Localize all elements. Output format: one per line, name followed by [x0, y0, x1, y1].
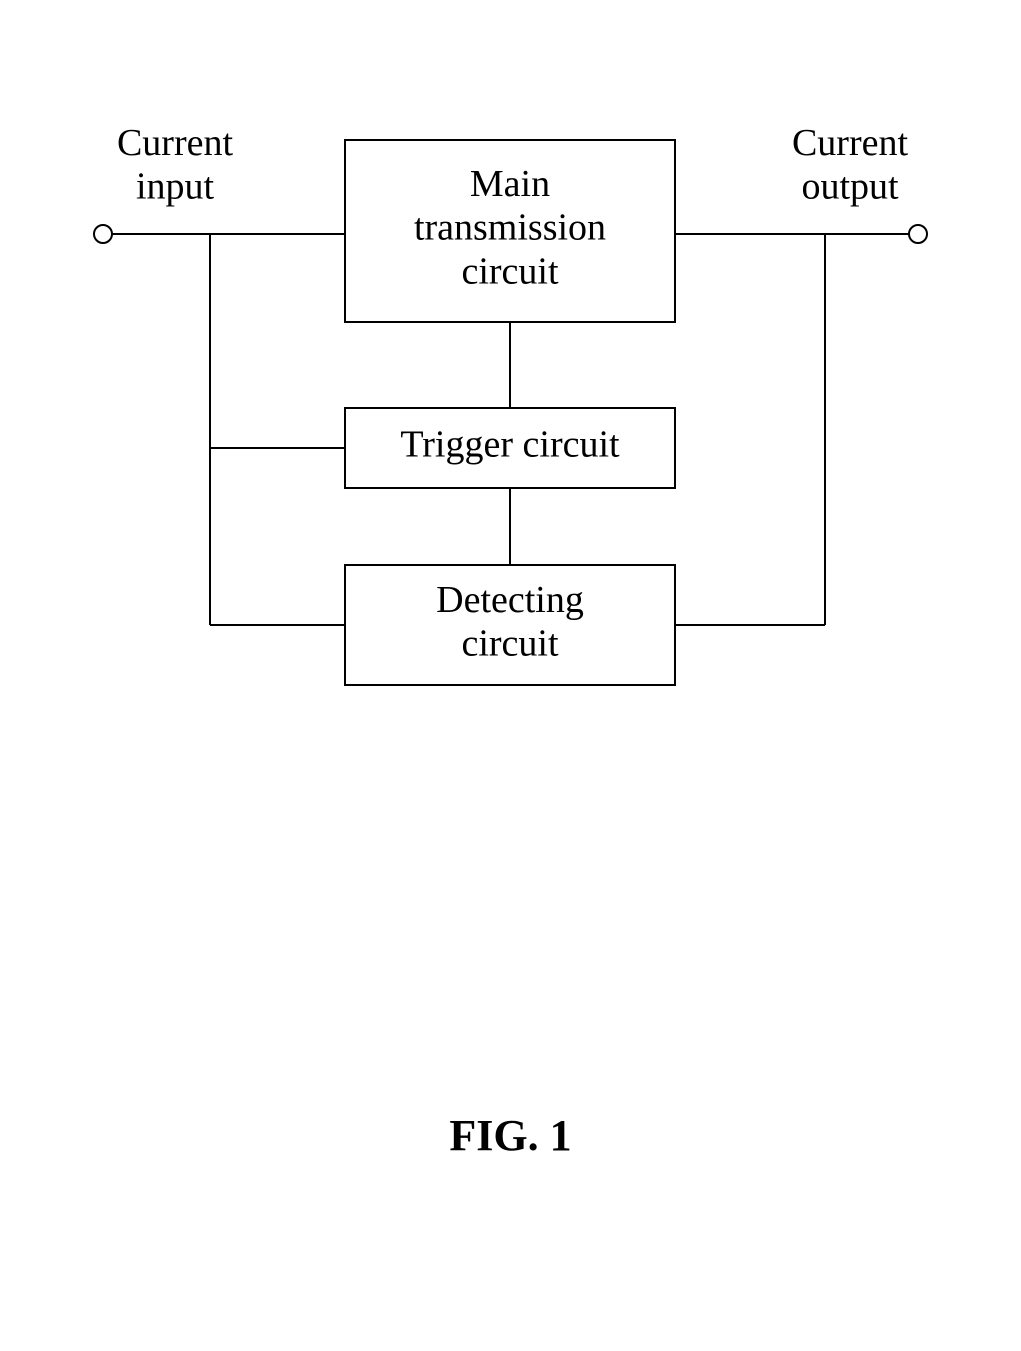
output-label-line-2: output [801, 166, 899, 208]
input-label-line-2: input [136, 166, 215, 208]
input-label-line-1: Current [117, 122, 234, 164]
detect-label-line-0: Detecting [436, 579, 584, 621]
output-terminal [909, 225, 927, 243]
main-label-line-0: Main [470, 163, 550, 205]
figure-label: FIG. 1 [449, 1111, 571, 1160]
main-label-line-2: circuit [461, 250, 559, 292]
detect-label-line-1: circuit [461, 623, 559, 665]
trigger-label-line-0: Trigger circuit [400, 424, 620, 466]
output-label-line-1: Current [792, 122, 909, 164]
input-terminal [94, 225, 112, 243]
main-label-line-1: transmission [414, 207, 606, 249]
